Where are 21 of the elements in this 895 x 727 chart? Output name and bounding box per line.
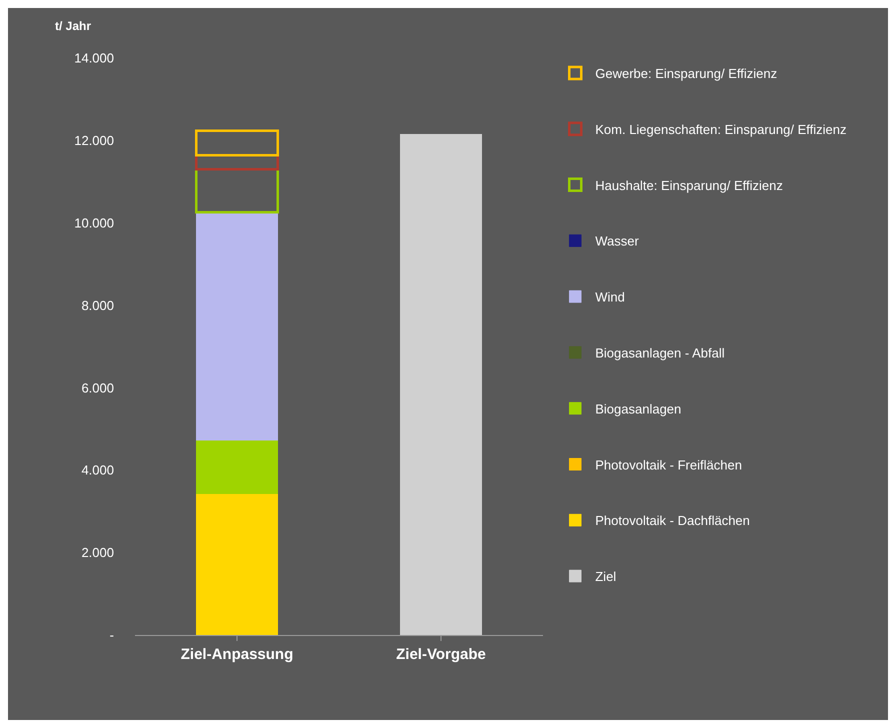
y-tick-label: 10.000	[74, 215, 114, 230]
legend-label: Ziel	[595, 569, 616, 584]
y-tick-label: 14.000	[74, 50, 114, 66]
legend-label: Photovoltaik - Freiflächen	[595, 457, 742, 472]
legend-label: Wasser	[595, 234, 640, 249]
y-axis-title: t/ Jahr	[55, 19, 92, 33]
y-tick-label: 12.000	[74, 132, 114, 148]
y-tick-label: 2.000	[81, 545, 114, 560]
legend-label: Kom. Liegenschaften: Einsparung/ Effizienz	[595, 122, 846, 137]
y-tick-label: 4.000	[81, 462, 114, 478]
x-tick-label: Ziel-Vorgabe	[396, 646, 486, 663]
y-tick-label: 6.000	[81, 380, 114, 396]
legend-label: Wind	[595, 290, 625, 305]
x-tick-label: Ziel-Anpassung	[180, 646, 294, 663]
legend-label: Gewerbe: Einsparung/ Effizienz	[595, 66, 778, 82]
y-tick-label: 8.000	[81, 298, 114, 313]
legend-label: Biogasanlagen - Abfall	[595, 346, 725, 361]
legend-label: Haushalte: Einsparung/ Effizienz	[595, 178, 783, 193]
y-tick-label: -	[110, 628, 114, 643]
legend-label: Photovoltaik - Dachflächen	[595, 513, 750, 528]
legend-label: Biogasanlagen	[595, 401, 682, 416]
